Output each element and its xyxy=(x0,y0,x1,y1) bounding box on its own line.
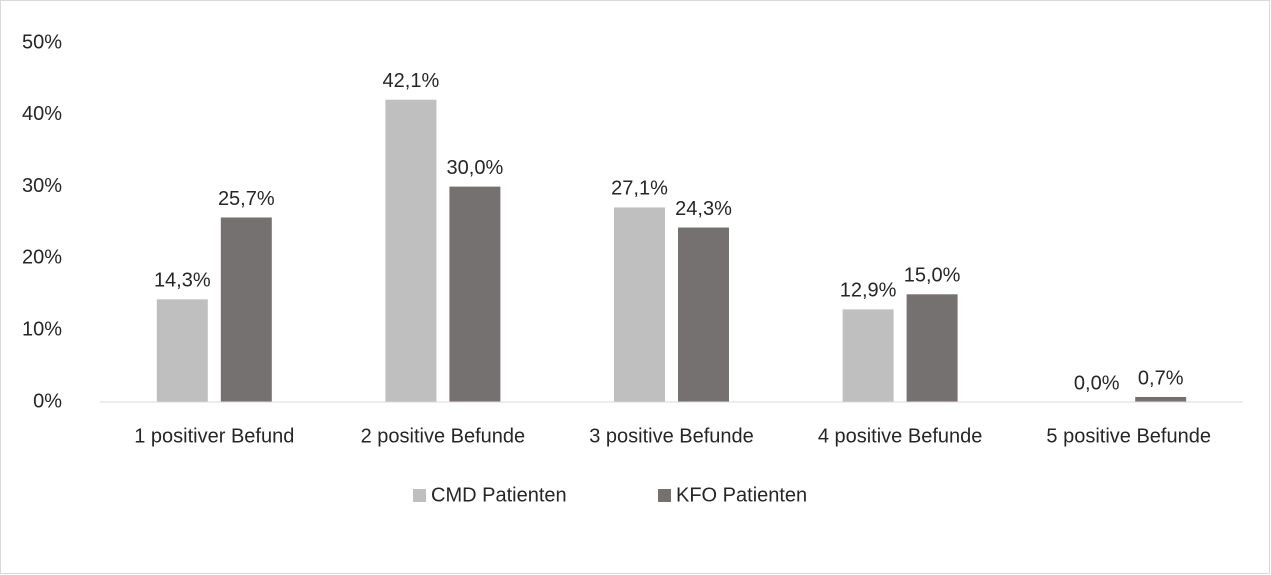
y-tick-label: 0% xyxy=(33,390,62,412)
value-label: 27,1% xyxy=(611,178,668,200)
value-label: 30,0% xyxy=(447,157,504,179)
x-tick-label: 2 positive Befunde xyxy=(361,425,526,447)
value-label: 0,0% xyxy=(1074,372,1120,394)
x-tick-label: 4 positive Befunde xyxy=(818,425,983,447)
bar xyxy=(842,309,894,402)
legend-label: CMD Patienten xyxy=(431,484,567,506)
y-tick-label: 20% xyxy=(22,247,62,269)
legend-swatch xyxy=(658,489,671,502)
value-label: 42,1% xyxy=(383,70,440,92)
bar xyxy=(449,186,501,402)
y-tick-label: 30% xyxy=(22,175,62,197)
value-label: 14,3% xyxy=(154,270,211,292)
bar xyxy=(678,227,729,402)
legend-label: KFO Patienten xyxy=(676,484,807,506)
x-tick-label: 3 positive Befunde xyxy=(589,425,754,447)
y-tick-label: 40% xyxy=(22,103,62,125)
x-tick-label: 1 positiver Befund xyxy=(134,425,294,447)
y-tick-label: 50% xyxy=(22,31,62,53)
bar xyxy=(1135,396,1187,402)
value-label: 15,0% xyxy=(904,265,961,287)
value-label: 25,7% xyxy=(218,188,275,210)
value-label: 12,9% xyxy=(840,280,897,302)
bar xyxy=(906,294,958,402)
bar xyxy=(156,299,208,402)
x-tick-label: 5 positive Befunde xyxy=(1046,425,1211,447)
y-tick-label: 10% xyxy=(22,318,62,340)
value-label: 0,7% xyxy=(1138,367,1184,389)
legend-swatch xyxy=(413,489,426,502)
bar xyxy=(385,99,437,403)
bar xyxy=(614,207,665,402)
value-label: 24,3% xyxy=(675,198,732,220)
bar xyxy=(220,217,272,402)
